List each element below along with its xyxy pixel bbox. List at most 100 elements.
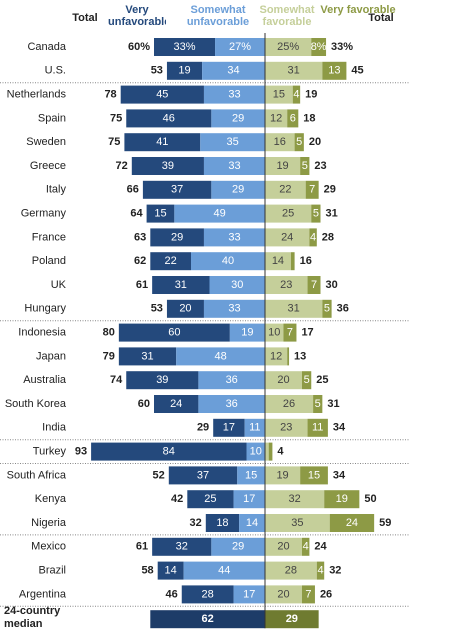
bar-label: 22 <box>279 184 291 196</box>
bar <box>294 133 304 152</box>
bar <box>265 180 306 199</box>
bar-label: 4 <box>293 89 299 101</box>
bar-label: 10 <box>268 327 280 339</box>
bar <box>265 490 325 509</box>
bar-label: 10 <box>250 446 262 458</box>
bar-label: 32 <box>288 493 300 505</box>
total-label: 62 <box>134 255 146 267</box>
total-label: 60 <box>138 398 150 410</box>
total-label: 19 <box>305 89 317 101</box>
bar-label: 29 <box>232 112 244 124</box>
bar <box>265 418 308 437</box>
bar-label: 7 <box>305 588 311 600</box>
bar <box>265 585 302 604</box>
bar-label: 24 <box>281 231 293 243</box>
bar-label: 17 <box>243 493 255 505</box>
bar-label: 19 <box>178 65 190 77</box>
total-label: 60% <box>128 41 150 53</box>
total-label: 46 <box>166 588 178 600</box>
bar <box>305 180 319 199</box>
bar-label: 4 <box>317 565 323 577</box>
bar-label: 20 <box>277 541 289 553</box>
category-label: Italy <box>46 184 67 196</box>
category-label: U.S. <box>45 65 66 77</box>
bar <box>265 276 308 294</box>
bar <box>91 442 247 461</box>
bar-label: 84 <box>163 446 175 458</box>
bar-label: 23 <box>280 279 292 291</box>
total-label: 4 <box>277 446 284 458</box>
total-label: 45 <box>351 65 363 77</box>
total-label: 33% <box>331 41 353 53</box>
bar <box>265 61 323 80</box>
header-total-box: Total <box>368 12 394 24</box>
total-label: 79 <box>103 350 115 362</box>
total-label: 18 <box>303 112 315 124</box>
bar-label: 46 <box>163 112 175 124</box>
bar <box>166 61 203 80</box>
bar <box>126 371 199 390</box>
bar <box>166 299 204 318</box>
bar <box>118 323 230 342</box>
bar <box>265 561 317 580</box>
total-label: 93 <box>75 446 87 458</box>
bar-label: 5 <box>324 303 330 315</box>
total-label: 26 <box>320 588 332 600</box>
bar <box>187 490 234 509</box>
bar <box>265 228 310 247</box>
category-label: Canada <box>27 41 66 53</box>
bar-label: 19 <box>336 493 348 505</box>
total-label: 53 <box>151 65 163 77</box>
bar-label: 31 <box>175 279 187 291</box>
bar-label: 22 <box>165 255 177 267</box>
bar-label: 29 <box>232 184 244 196</box>
category-label: South Africa <box>7 469 67 481</box>
total-label: 31 <box>327 398 339 410</box>
bar-label: 15 <box>273 89 285 101</box>
header-total: Total <box>368 12 394 24</box>
bar <box>311 204 321 223</box>
bar-label: 14 <box>246 517 258 529</box>
bar-label: 5 <box>302 160 308 172</box>
bar <box>150 228 204 247</box>
bar <box>191 252 265 271</box>
bar <box>211 180 265 199</box>
total-label: 74 <box>110 374 123 386</box>
bar-label: 29 <box>286 613 298 625</box>
bar <box>292 85 301 104</box>
bar-label: 39 <box>162 160 174 172</box>
category-label: UK <box>51 279 67 291</box>
header-series-box: Very unfavorable <box>108 4 166 28</box>
bar <box>265 466 301 485</box>
bar <box>176 347 265 366</box>
total-label: 31 <box>326 208 338 220</box>
bar <box>316 561 325 580</box>
total-label: 34 <box>333 422 346 434</box>
bar <box>324 490 360 509</box>
bar-label: 33 <box>228 89 240 101</box>
bar <box>209 276 265 294</box>
bar-label: 18 <box>216 517 228 529</box>
bar <box>211 537 265 556</box>
bar <box>313 395 323 413</box>
total-label: 80 <box>103 327 115 339</box>
total-label: 36 <box>337 303 349 315</box>
bar-label: 20 <box>179 303 191 315</box>
bar-label: 25 <box>282 208 294 220</box>
bar <box>181 585 234 604</box>
bar-label: 41 <box>156 136 168 148</box>
bar <box>265 537 302 556</box>
total-label: 64 <box>130 208 143 220</box>
total-label: 42 <box>171 493 183 505</box>
bar-label: 8% <box>311 41 327 53</box>
category-label: Sweden <box>26 136 66 148</box>
bar <box>290 252 295 271</box>
bar-label: 12 <box>270 112 282 124</box>
bar-label: 33 <box>228 160 240 172</box>
total-label: 72 <box>116 160 128 172</box>
bar-label: 17 <box>223 422 235 434</box>
bar <box>202 61 265 80</box>
header-series: Somewhat favorable <box>259 4 315 28</box>
bar <box>283 323 297 342</box>
bar-label: 12 <box>270 350 282 362</box>
